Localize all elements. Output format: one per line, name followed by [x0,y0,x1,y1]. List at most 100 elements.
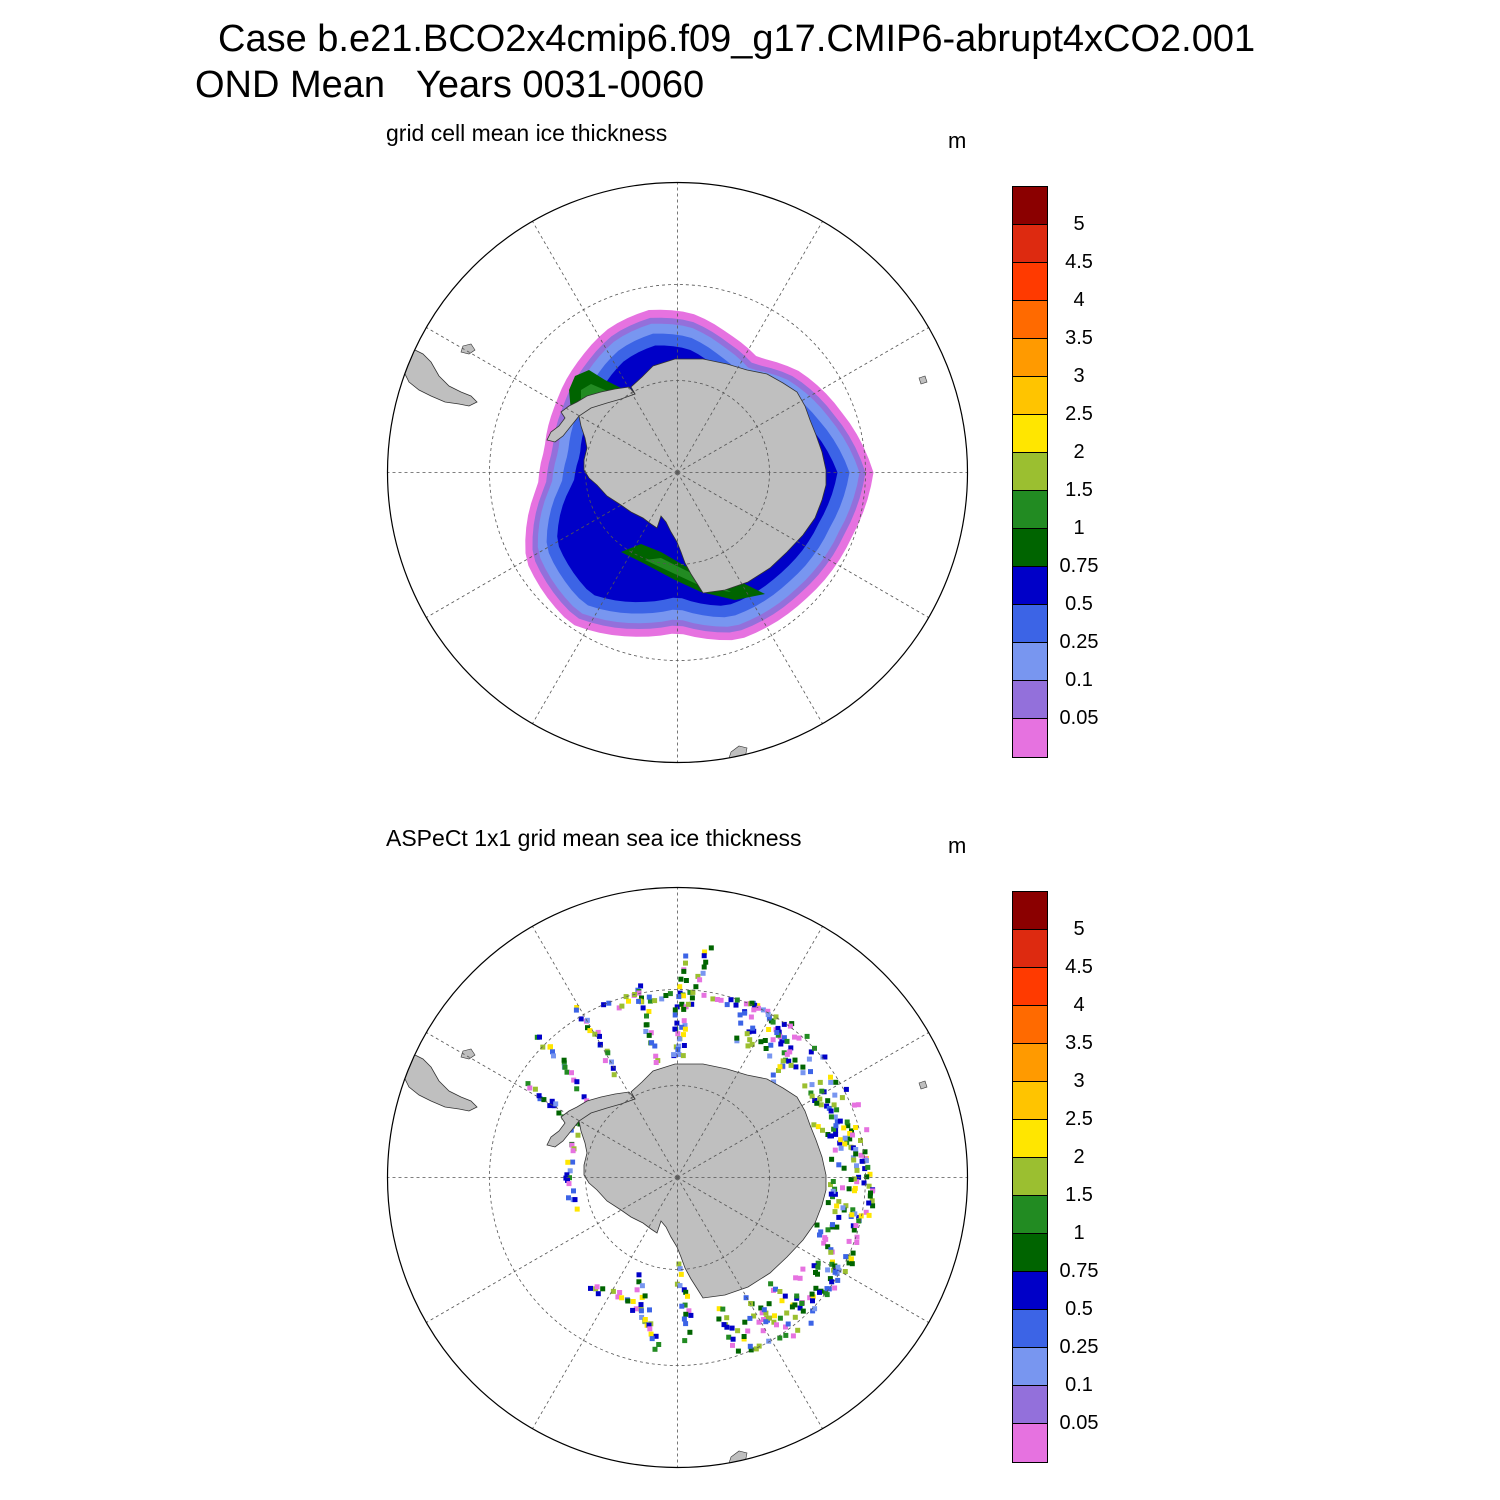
colorbar-swatch [1013,263,1047,301]
obs-cell [615,1294,621,1300]
colorbar-swatch [1013,1158,1047,1196]
obs-cell [855,1102,861,1108]
obs-cell [829,1133,834,1139]
obs-cell [566,1181,572,1187]
obs-cell [777,1315,783,1321]
antarctic-peninsula [546,386,636,443]
obs-cell [817,1079,823,1085]
obs-cell [634,1287,640,1293]
obs-cell [646,994,652,1000]
obs-cell [636,998,642,1004]
obs-cell [681,1316,687,1322]
falkland-islands [460,343,476,355]
obs-cell [828,1074,833,1080]
obs-cell [825,1227,831,1233]
colorbar-tick-label: 2 [1073,1146,1085,1168]
obs-cell [863,1209,869,1215]
colorbar-tick-label: 2.5 [1065,1108,1093,1130]
obs-cell [742,1319,748,1325]
obs-cell [775,1025,781,1031]
obs-cell [770,1019,776,1025]
obs-cell [701,953,707,959]
obs-cell [551,1053,556,1059]
obs-cell [702,949,708,955]
obs-cell [815,1260,821,1266]
obs-cell [639,1314,645,1320]
obs-cell [642,1293,648,1299]
obs-cell [672,1012,678,1018]
obs-cell [768,1042,774,1048]
obs-cell [804,1033,810,1039]
colorbar-swatch [1013,892,1047,930]
colorbar-tick-label: 0.5 [1065,593,1093,615]
obs-cell [743,1295,749,1301]
obs-cell [745,1043,751,1049]
colorbar-swatch [1013,415,1047,453]
meridian-gridline [426,327,678,473]
obs-cell [541,1097,547,1103]
colorbar-tick-label: 3 [1073,1070,1085,1092]
colorbar-swatch [1013,1386,1047,1424]
obs-cell [818,1102,824,1108]
meridian-gridline [677,1177,823,1429]
obs-cell [844,1119,850,1125]
colorbar-swatch [1013,301,1047,339]
obs-cell [685,1001,691,1007]
obs-cell [828,1249,834,1255]
obs-cell [784,1310,790,1316]
obs-cell [553,1101,559,1107]
obs-cell [836,1214,842,1220]
obs-cell [724,1315,730,1321]
obs-cell [853,1147,859,1152]
obs-cell [775,1032,781,1038]
obs-cell [638,983,644,989]
obs-cell [679,1001,685,1007]
obs-cell [636,990,642,996]
obs-cell [851,1176,857,1182]
obs-cell [796,1035,802,1041]
obs-cell [683,1321,689,1327]
obs-cell [799,1301,805,1306]
colorbar-tick-label: 2.5 [1065,403,1093,425]
obs-cell [781,1035,787,1041]
obs-cell [677,1266,683,1272]
colorbar-swatch [1013,1234,1047,1272]
obs-cell [774,1322,779,1328]
obs-cell [724,1002,730,1008]
island-landmass [728,1450,748,1468]
obs-cell [839,1095,845,1101]
obs-cell [639,1294,645,1300]
meridian-gridline [677,1177,929,1323]
obs-cell [701,964,707,970]
obs-cell [830,1194,835,1200]
obs-cell [695,973,701,979]
obs-cell [829,1156,835,1162]
obs-cell [841,1125,847,1131]
obs-cell [644,1013,649,1019]
obs-cell [810,1294,816,1300]
obs-cell [808,1090,814,1096]
obs-cell [792,1314,798,1320]
obs-cell [683,953,689,959]
antarctica-landmass [578,1063,827,1299]
obs-cell [850,1250,856,1256]
obs-cell [626,998,631,1004]
obs-cell [843,1203,849,1209]
obs-cell [830,1222,835,1228]
obs-cell [714,997,720,1002]
colorbar-swatch [1013,1348,1047,1386]
obs-cell [842,1135,848,1141]
colorbar-tick-label: 0.1 [1065,669,1093,691]
obs-cell [846,1260,852,1266]
meridian-gridline [677,221,823,473]
obs-cell [851,1227,857,1233]
obs-cell [564,1069,570,1075]
obs-cell [815,1264,821,1270]
obs-cell [825,1244,831,1250]
obs-cell [778,1041,784,1047]
colorbar-tick-label: 1 [1073,1222,1085,1244]
obs-cell [749,1041,755,1047]
obs-cell [853,1151,859,1157]
obs-cell [766,1027,772,1032]
obs-cell [808,1049,814,1055]
